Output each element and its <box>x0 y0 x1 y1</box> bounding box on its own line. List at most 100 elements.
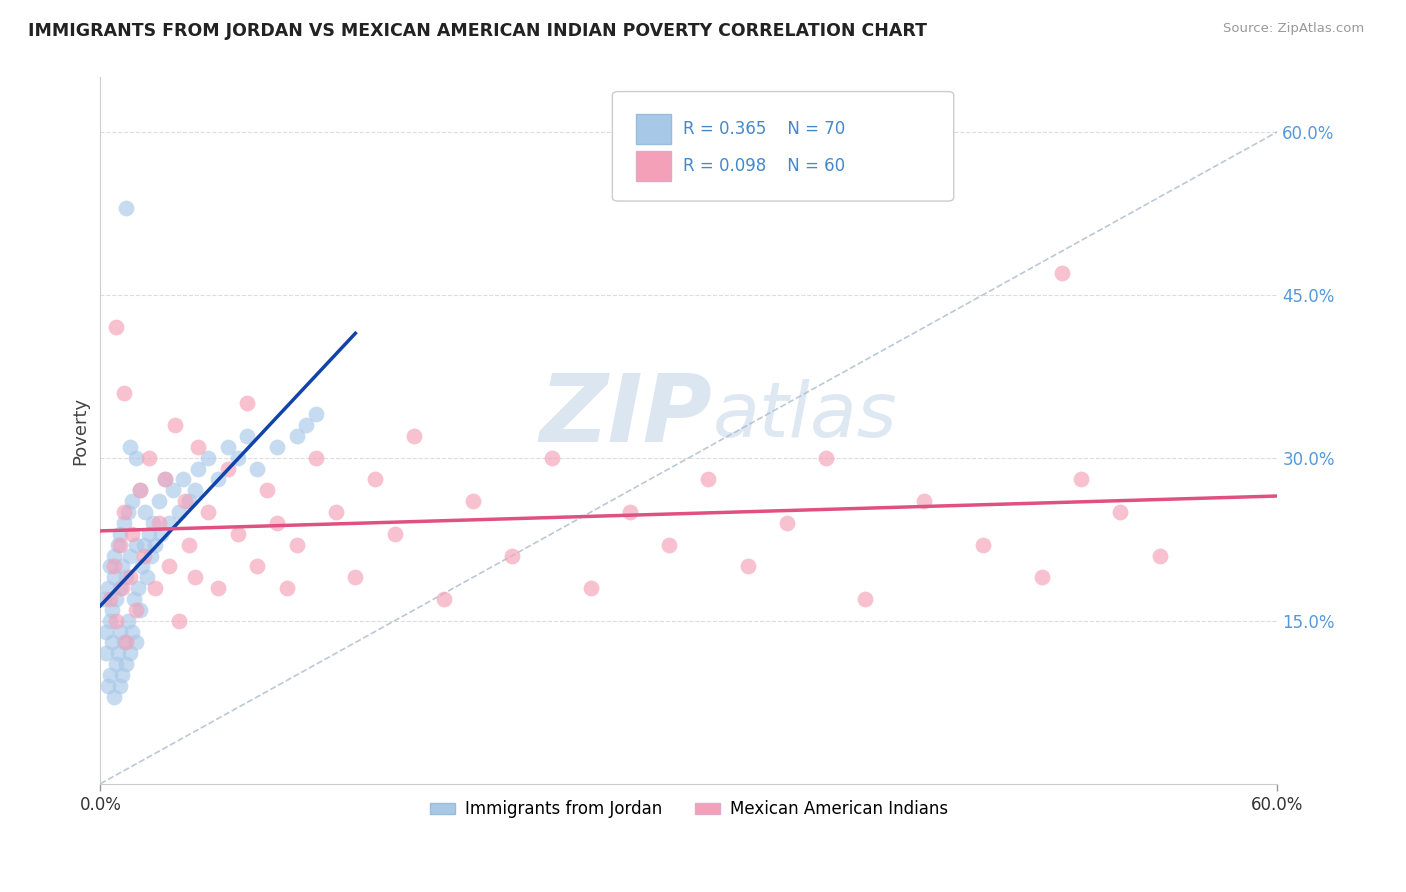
Point <box>132 538 155 552</box>
Point <box>117 505 139 519</box>
Point <box>266 516 288 530</box>
Bar <box>636 114 671 144</box>
Point <box>246 461 269 475</box>
Bar <box>636 151 671 180</box>
Point <box>124 538 146 552</box>
Point <box>776 516 799 530</box>
Point <box>105 320 128 334</box>
Point <box>142 516 165 530</box>
Point <box>98 614 121 628</box>
Point <box>187 440 209 454</box>
Point <box>143 581 166 595</box>
Point <box>276 581 298 595</box>
Point <box>96 624 118 639</box>
Point <box>256 483 278 498</box>
Point <box>815 450 838 465</box>
Point <box>619 505 641 519</box>
Point <box>162 483 184 498</box>
Point <box>177 494 200 508</box>
Point <box>226 450 249 465</box>
Point <box>118 549 141 563</box>
Point <box>217 461 239 475</box>
Point <box>128 483 150 498</box>
Point <box>121 624 143 639</box>
Point <box>148 516 170 530</box>
Point <box>97 581 120 595</box>
Point <box>131 559 153 574</box>
Point <box>153 473 176 487</box>
Point <box>117 614 139 628</box>
Point <box>183 483 205 498</box>
Point <box>1109 505 1132 519</box>
Point <box>138 526 160 541</box>
Point <box>128 483 150 498</box>
Point <box>107 646 129 660</box>
Point <box>305 407 328 421</box>
Point <box>118 570 141 584</box>
Text: Source: ZipAtlas.com: Source: ZipAtlas.com <box>1223 22 1364 36</box>
Point <box>105 657 128 672</box>
Point <box>236 429 259 443</box>
Text: R = 0.365    N = 70: R = 0.365 N = 70 <box>683 120 845 138</box>
Point <box>127 581 149 595</box>
Point <box>153 473 176 487</box>
FancyBboxPatch shape <box>613 92 953 201</box>
Point <box>172 473 194 487</box>
Point <box>364 473 387 487</box>
Point <box>1050 266 1073 280</box>
Point <box>103 570 125 584</box>
Point <box>579 581 602 595</box>
Point <box>197 505 219 519</box>
Point <box>148 494 170 508</box>
Point <box>266 440 288 454</box>
Point <box>246 559 269 574</box>
Point <box>96 646 118 660</box>
Point <box>93 592 115 607</box>
Point <box>115 201 138 215</box>
Point <box>108 624 131 639</box>
Text: IMMIGRANTS FROM JORDAN VS MEXICAN AMERICAN INDIAN POVERTY CORRELATION CHART: IMMIGRANTS FROM JORDAN VS MEXICAN AMERIC… <box>28 22 927 40</box>
Text: R = 0.098    N = 60: R = 0.098 N = 60 <box>683 157 845 175</box>
Point <box>118 646 141 660</box>
Point <box>344 570 367 584</box>
Point <box>138 450 160 465</box>
Point <box>105 614 128 628</box>
Point <box>404 429 426 443</box>
Point <box>103 549 125 563</box>
Point <box>121 494 143 508</box>
Point <box>285 429 308 443</box>
Point <box>101 603 124 617</box>
Point <box>150 526 173 541</box>
Point <box>105 592 128 607</box>
Point <box>124 635 146 649</box>
Point <box>697 473 720 487</box>
Point <box>118 440 141 454</box>
Point <box>384 526 406 541</box>
Point <box>1070 473 1092 487</box>
Point <box>433 592 456 607</box>
Point <box>236 396 259 410</box>
Legend: Immigrants from Jordan, Mexican American Indians: Immigrants from Jordan, Mexican American… <box>423 794 955 825</box>
Point <box>108 538 131 552</box>
Point <box>112 385 135 400</box>
Point <box>143 538 166 552</box>
Point <box>108 526 131 541</box>
Point <box>157 516 180 530</box>
Point <box>111 581 134 595</box>
Point <box>141 549 163 563</box>
Point <box>98 559 121 574</box>
Point <box>855 592 877 607</box>
Point <box>115 635 138 649</box>
Point <box>217 440 239 454</box>
Point <box>112 516 135 530</box>
Point <box>167 614 190 628</box>
Point <box>112 505 135 519</box>
Point <box>207 473 229 487</box>
Point <box>121 526 143 541</box>
Point <box>98 668 121 682</box>
Point <box>461 494 484 508</box>
Point <box>295 418 318 433</box>
Point <box>173 494 195 508</box>
Point <box>167 505 190 519</box>
Point <box>111 668 134 682</box>
